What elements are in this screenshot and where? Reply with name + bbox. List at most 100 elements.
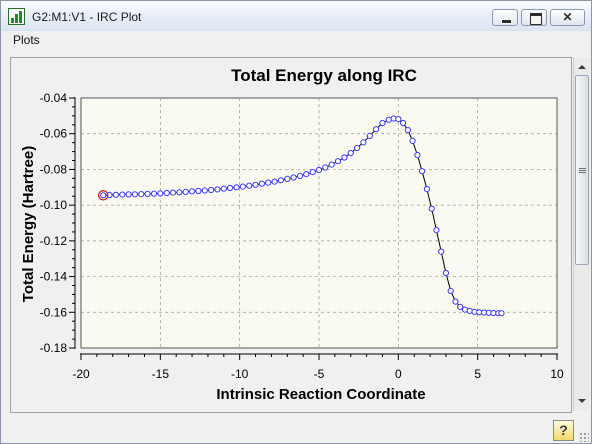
- window-title: G2:M1:V1 - IRC Plot: [32, 10, 142, 24]
- scrollbar-thumb[interactable]: [575, 75, 589, 265]
- data-point: [347, 149, 354, 157]
- x-tick-label: -20: [72, 367, 90, 381]
- plot-app-icon: [8, 8, 25, 25]
- y-tick-label: -0.06: [40, 127, 68, 141]
- data-point: [214, 186, 221, 193]
- data-point: [169, 189, 177, 196]
- data-point: [296, 172, 304, 179]
- maximize-icon: [522, 10, 546, 25]
- data-points: [97, 115, 505, 317]
- data-point: [208, 186, 215, 194]
- data-point: [227, 184, 234, 192]
- y-tick-label: -0.04: [40, 91, 68, 105]
- data-point: [201, 187, 208, 194]
- data-point: [271, 178, 278, 185]
- x-tick-label: 10: [550, 367, 564, 381]
- scroll-up-arrow-icon[interactable]: [578, 65, 586, 69]
- data-point: [334, 158, 342, 165]
- data-point: [466, 307, 473, 314]
- scroll-down-arrow-icon[interactable]: [578, 399, 586, 403]
- data-point: [112, 191, 120, 198]
- data-point: [189, 188, 196, 195]
- minimize-icon: [493, 10, 517, 25]
- data-point: [322, 164, 329, 171]
- data-point: [182, 188, 189, 195]
- data-point: [239, 183, 246, 190]
- data-point: [252, 181, 259, 188]
- minimize-button[interactable]: [492, 9, 518, 26]
- data-point: [125, 191, 132, 198]
- close-button[interactable]: ✕: [550, 9, 585, 26]
- y-tick-label: -0.14: [40, 270, 68, 284]
- data-point: [328, 161, 335, 168]
- data-point: [419, 168, 426, 175]
- data-point: [341, 154, 348, 161]
- data-point: [265, 179, 272, 186]
- energy-curve: [103, 117, 502, 314]
- x-tick-label: 0: [395, 367, 402, 381]
- maximize-button[interactable]: [521, 9, 547, 26]
- data-point: [373, 126, 380, 133]
- data-point: [452, 298, 459, 305]
- data-point: [409, 137, 416, 144]
- y-tick-label: -0.10: [40, 198, 68, 212]
- data-point: [163, 189, 170, 197]
- data-point: [360, 139, 367, 146]
- data-point: [379, 119, 386, 127]
- data-point: [414, 152, 421, 159]
- help-button[interactable]: ?: [553, 420, 574, 441]
- data-point: [498, 310, 505, 317]
- axis-labels: Total Energy along IRC Intrinsic Reactio…: [20, 66, 426, 403]
- data-point: [438, 248, 445, 255]
- x-tick-label: -10: [231, 367, 249, 381]
- data-point: [220, 185, 227, 192]
- data-point: [258, 180, 265, 187]
- chart-title: Total Energy along IRC: [231, 66, 417, 85]
- y-axis-title: Total Energy (Hartree): [20, 146, 37, 302]
- data-point: [303, 171, 310, 178]
- vertical-scrollbar[interactable]: [573, 58, 590, 411]
- data-point: [176, 189, 183, 196]
- plot-background: [80, 97, 558, 349]
- data-point: [233, 184, 240, 191]
- y-tick-label: -0.08: [40, 162, 68, 176]
- data-point: [131, 191, 138, 198]
- grip-icon: [579, 168, 586, 169]
- data-point: [150, 190, 158, 197]
- resize-grip-icon[interactable]: [579, 432, 589, 442]
- close-icon: ✕: [562, 10, 573, 24]
- data-point: [404, 127, 411, 134]
- data-point: [195, 187, 202, 195]
- energy-curve-line: [103, 117, 502, 314]
- data-point: [157, 190, 164, 197]
- data-point: [447, 287, 454, 294]
- selected-point-marker[interactable]: [97, 190, 109, 201]
- data-point: [144, 190, 151, 197]
- y-tick-label: -0.16: [40, 305, 68, 319]
- data-point: [119, 191, 126, 198]
- data-point: [138, 191, 145, 198]
- x-axis-title: Intrinsic Reaction Coordinate: [216, 386, 425, 403]
- x-tick-label: 5: [474, 367, 481, 381]
- data-point: [400, 119, 407, 127]
- menu-plots[interactable]: Plots: [13, 33, 40, 47]
- data-point: [315, 166, 323, 174]
- data-point: [366, 132, 373, 139]
- x-tick-label: -15: [152, 367, 170, 381]
- data-point: [433, 227, 440, 234]
- data-point: [423, 186, 430, 193]
- data-point: [354, 144, 361, 152]
- menu-bar: Plots: [1, 31, 591, 48]
- data-point: [428, 205, 435, 212]
- data-point: [395, 116, 402, 123]
- status-bar: ?: [1, 413, 591, 443]
- data-point: [457, 303, 464, 310]
- axes: -20 -15 -10 -5 0 5 10 -0.04 -0.06 -0.08 -0.10 -0.12…: [40, 91, 564, 381]
- title-bar[interactable]: G2:M1:V1 - IRC Plot ✕: [1, 1, 591, 31]
- y-tick-label: -0.18: [40, 341, 68, 355]
- data-point: [277, 177, 284, 184]
- data-point: [309, 169, 316, 176]
- data-point: [284, 175, 291, 182]
- data-point: [100, 192, 107, 199]
